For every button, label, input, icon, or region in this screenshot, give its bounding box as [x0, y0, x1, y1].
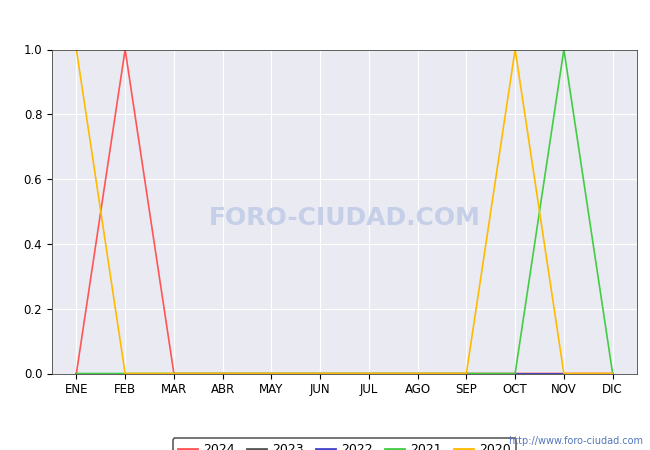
2021	[72, 371, 81, 376]
2020	[560, 371, 568, 376]
2023	[608, 371, 616, 376]
Line: 2021: 2021	[77, 50, 612, 374]
2023	[413, 371, 421, 376]
2023	[560, 371, 568, 376]
2022	[608, 371, 616, 376]
2021	[560, 47, 568, 52]
2022	[365, 371, 373, 376]
2022	[121, 371, 129, 376]
2022	[72, 371, 81, 376]
2024	[170, 371, 178, 376]
2020	[72, 47, 81, 52]
Text: http://www.foro-ciudad.com: http://www.foro-ciudad.com	[508, 436, 644, 446]
2022	[316, 371, 324, 376]
2022	[413, 371, 421, 376]
2022	[170, 371, 178, 376]
2023	[365, 371, 373, 376]
2020	[413, 371, 421, 376]
2023	[72, 371, 81, 376]
2023	[121, 371, 129, 376]
2021	[316, 371, 324, 376]
2022	[560, 371, 568, 376]
2020	[218, 371, 227, 376]
2020	[170, 371, 178, 376]
2024	[511, 371, 519, 376]
2021	[608, 371, 616, 376]
2023	[316, 371, 324, 376]
2022	[268, 371, 276, 376]
2021	[170, 371, 178, 376]
2020	[316, 371, 324, 376]
2023	[511, 371, 519, 376]
Line: 2020: 2020	[77, 50, 612, 374]
2024	[121, 47, 129, 52]
2020	[268, 371, 276, 376]
2021	[365, 371, 373, 376]
2024	[268, 371, 276, 376]
2024	[316, 371, 324, 376]
2023	[268, 371, 276, 376]
2022	[511, 371, 519, 376]
Text: Matriculaciones de Vehiculos en Valdegeña: Matriculaciones de Vehiculos en Valdegeñ…	[146, 10, 504, 28]
2022	[218, 371, 227, 376]
2024	[463, 371, 471, 376]
2021	[463, 371, 471, 376]
Line: 2024: 2024	[77, 50, 612, 374]
2024	[608, 371, 616, 376]
2024	[72, 371, 81, 376]
Legend: 2024, 2023, 2022, 2021, 2020: 2024, 2023, 2022, 2021, 2020	[173, 438, 516, 450]
2021	[218, 371, 227, 376]
2023	[170, 371, 178, 376]
Text: FORO-CIUDAD.COM: FORO-CIUDAD.COM	[209, 206, 480, 230]
2020	[121, 371, 129, 376]
2020	[511, 47, 519, 52]
2023	[463, 371, 471, 376]
2021	[511, 371, 519, 376]
2021	[121, 371, 129, 376]
2022	[463, 371, 471, 376]
2024	[560, 371, 568, 376]
2024	[218, 371, 227, 376]
2021	[413, 371, 421, 376]
2023	[218, 371, 227, 376]
2021	[268, 371, 276, 376]
2024	[413, 371, 421, 376]
2020	[608, 371, 616, 376]
2020	[365, 371, 373, 376]
2024	[365, 371, 373, 376]
2020	[463, 371, 471, 376]
